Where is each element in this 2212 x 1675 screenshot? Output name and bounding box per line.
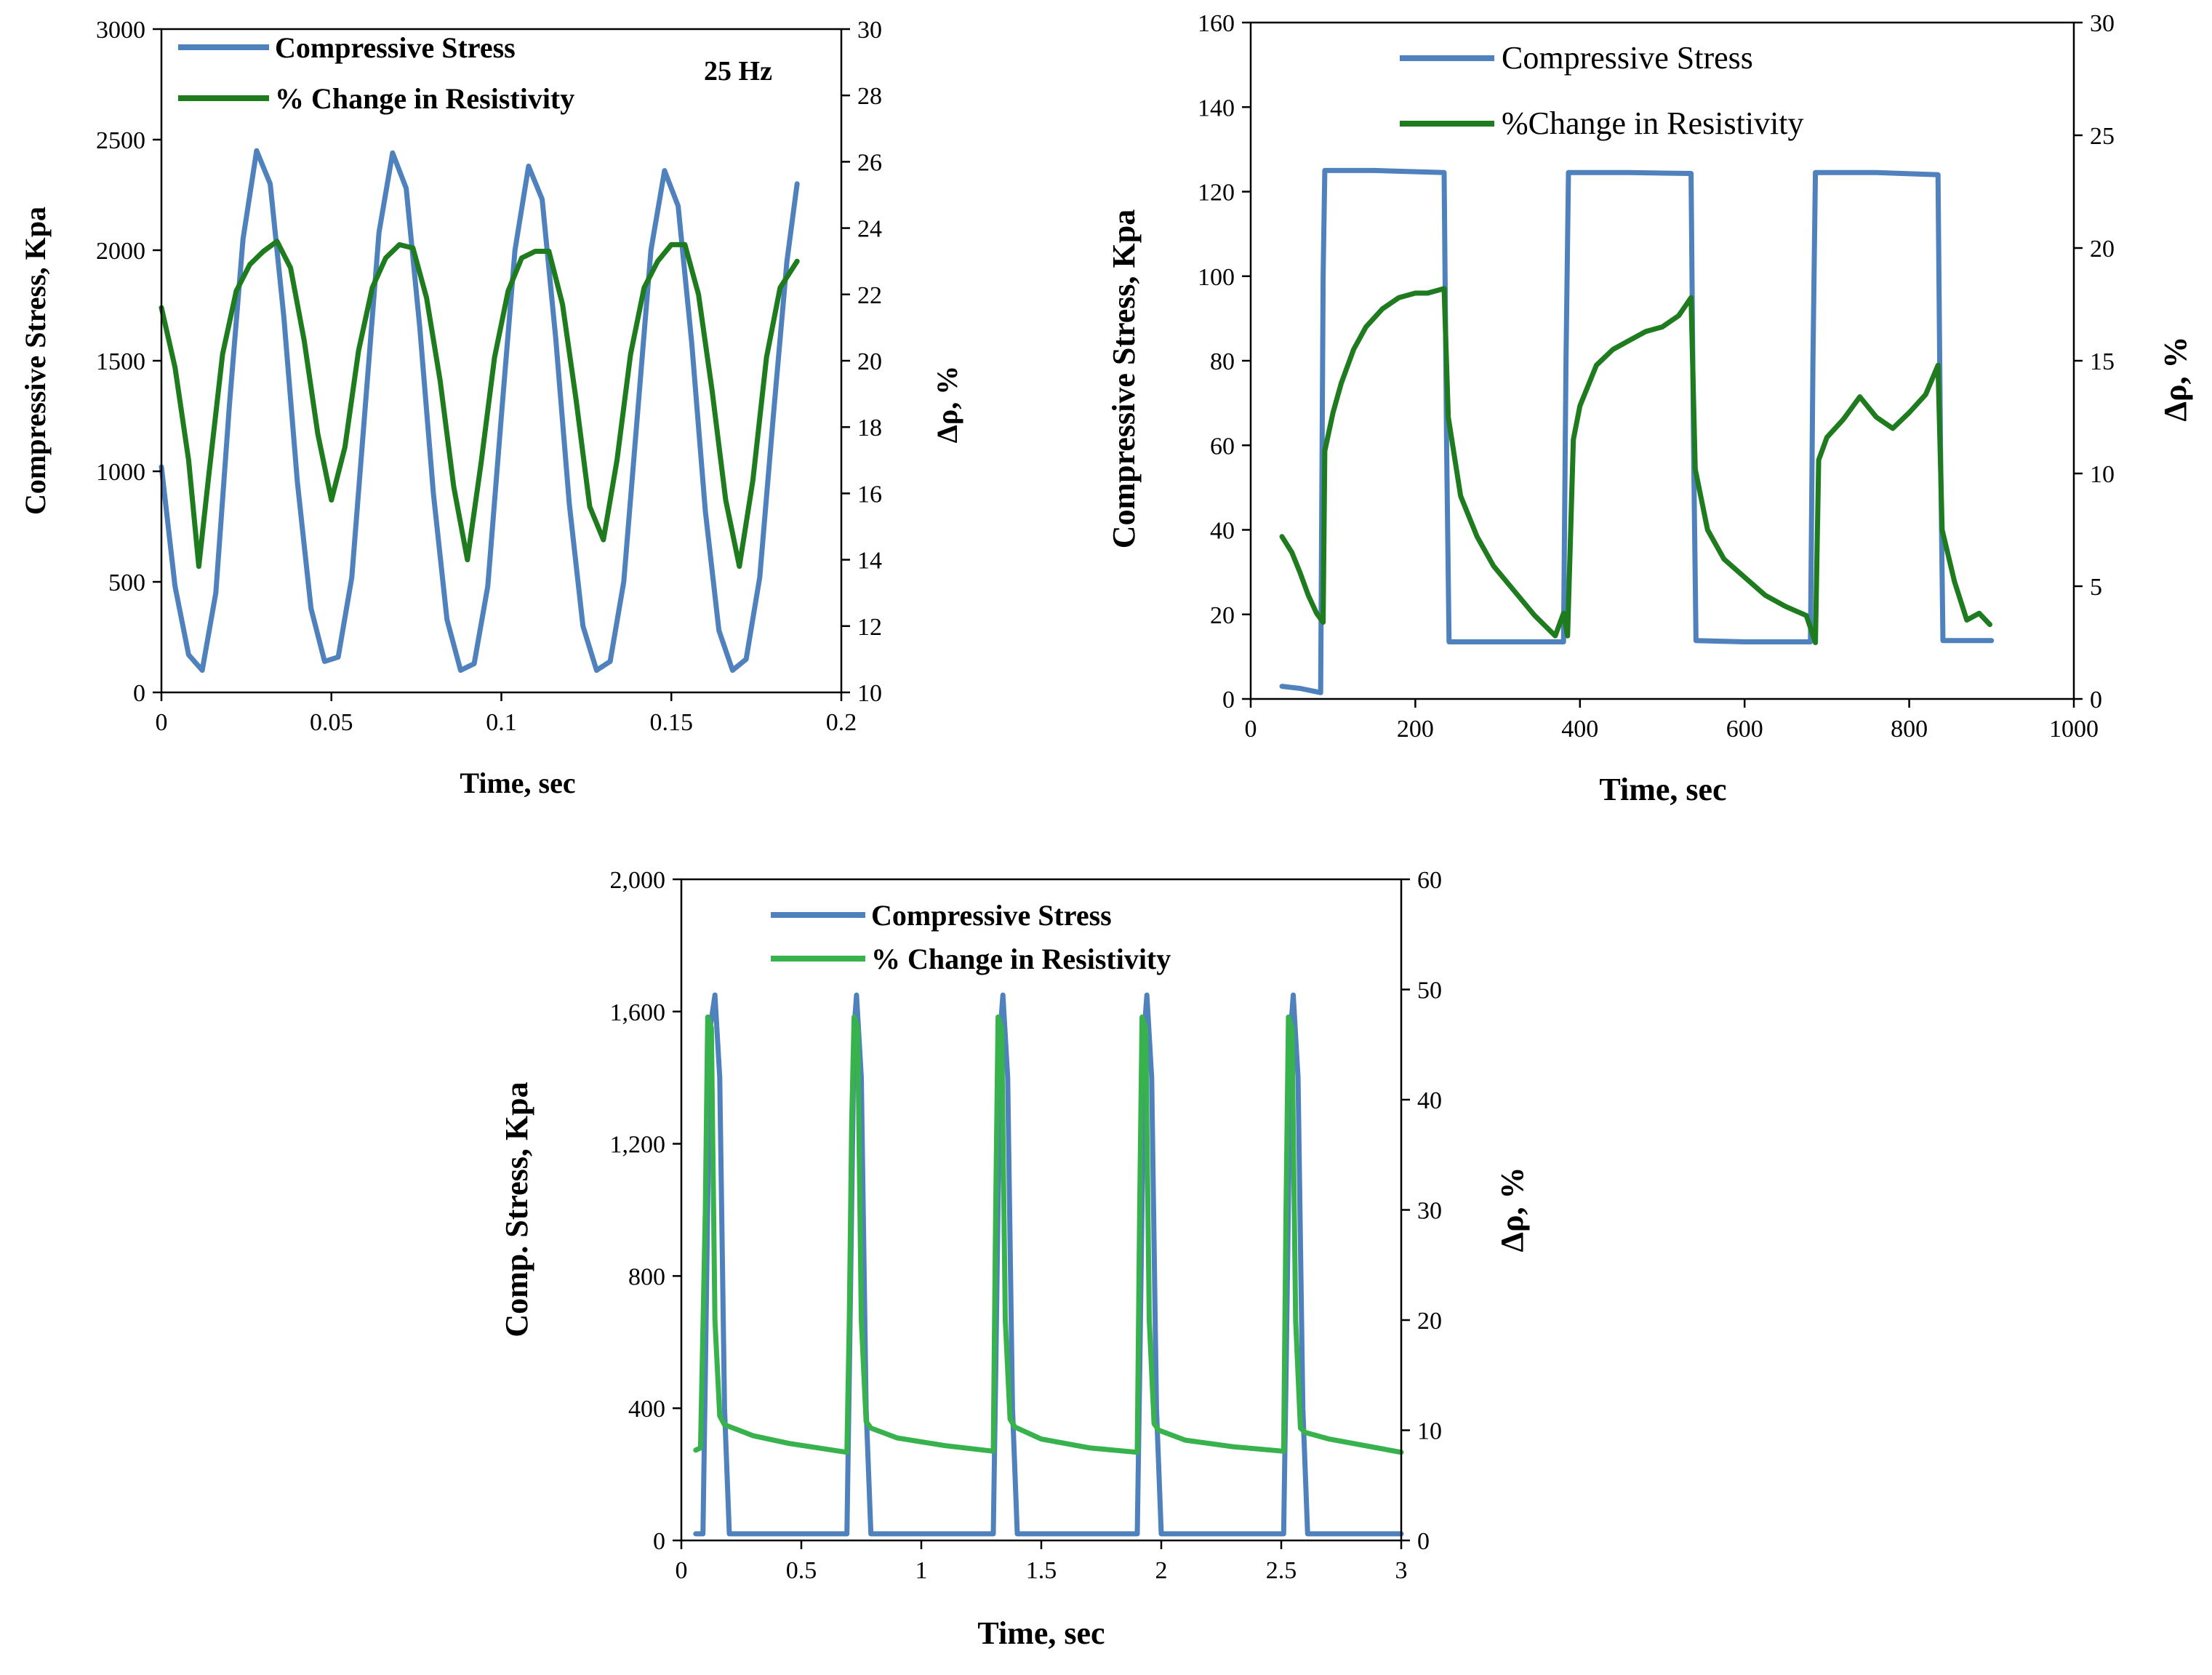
plot-frame [160, 28, 843, 694]
legend-label: Compressive Stress [1502, 40, 1753, 76]
chart-2: 0 200 400 600 800 1000 0 20 40 60 80 100 120 140 160 0 5… [1106, 10, 2193, 807]
x-tick-label: 200 [1397, 716, 1434, 743]
y2-tick-label: 25 [2090, 123, 2115, 150]
x-tick-label: 0.1 [486, 709, 517, 736]
y2-tick-label: 30 [2090, 10, 2115, 37]
x-tick-label: 0.05 [310, 709, 353, 736]
y2-tick-label: 30 [857, 17, 882, 44]
y2-tick-label: 60 [1417, 867, 1442, 894]
x-tick-label: 2.5 [1266, 1557, 1297, 1584]
legend: Compressive Stress %Change in Resistivity [1400, 40, 1804, 141]
x-axis-label: Time, sec [460, 767, 575, 799]
y-tick-label: 500 [108, 569, 145, 596]
y2-tick-label: 18 [857, 415, 882, 441]
x-tick-label: 0 [676, 1557, 688, 1584]
x-tick-label: 2 [1155, 1557, 1168, 1584]
y2-tick-label: 10 [1417, 1418, 1442, 1445]
legend-label: %Change in Resistivity [1502, 105, 1804, 141]
y-tick-label: 800 [628, 1263, 665, 1290]
y2-tick-label: 12 [857, 614, 882, 641]
x-tick-label: 1000 [2049, 716, 2099, 743]
x-axis-label: Time, sec [977, 1615, 1105, 1651]
y-tick-label: 3000 [96, 17, 145, 44]
y2-tick-label: 10 [857, 680, 882, 707]
x-tick-label: 400 [1561, 716, 1598, 743]
x-tick-label: 600 [1726, 716, 1763, 743]
y-tick-label: 400 [628, 1396, 665, 1423]
y2-tick-label: 28 [857, 83, 882, 110]
x-tick-label: 0 [1245, 716, 1257, 743]
x-tick-label: 1 [915, 1557, 928, 1584]
resistivity-series-line [1279, 286, 1992, 645]
y2-tick-label: 10 [2090, 461, 2115, 488]
y-tick-label: 0 [133, 680, 145, 707]
y2-axis-label: Δρ, % [931, 366, 963, 443]
y2-tick-label: 20 [2090, 236, 2115, 263]
y2-tick-label: 16 [857, 481, 882, 508]
y2-tick-label: 0 [1417, 1528, 1430, 1555]
frequency-annotation: 25 Hz [704, 56, 772, 87]
y2-tick-label: 20 [857, 348, 882, 375]
y-tick-label: 1,200 [610, 1132, 666, 1159]
legend: Compressive Stress % Change in Resistivit… [771, 899, 1171, 975]
chart-1: 0 0.05 0.1 0.15 0.2 0 500 1000 1500 2000 2500 3000 1… [19, 17, 963, 799]
y-tick-label: 20 [1210, 602, 1235, 629]
legend: Compressive Stress % Change in Resistivit… [178, 31, 574, 115]
y-tick-label: 160 [1198, 10, 1235, 37]
y-axis-label: Compressive Stress, Kpa [1106, 209, 1142, 549]
x-tick-label: 800 [1891, 716, 1928, 743]
y2-tick-label: 30 [1417, 1198, 1442, 1225]
y2-tick-label: 5 [2090, 574, 2102, 601]
y-tick-label: 2000 [96, 238, 145, 265]
y2-tick-label: 15 [2090, 348, 2115, 375]
y2-tick-label: 50 [1417, 978, 1442, 1004]
y-tick-label: 1500 [96, 348, 145, 375]
y2-tick-label: 22 [857, 282, 882, 309]
y-tick-label: 80 [1210, 348, 1235, 375]
y-tick-label: 100 [1198, 264, 1235, 291]
legend-label: % Change in Resistivity [275, 82, 574, 115]
y-tick-label: 2500 [96, 127, 145, 154]
x-tick-label: 0.5 [786, 1557, 817, 1584]
y-tick-label: 120 [1198, 180, 1235, 207]
x-tick-label: 0.15 [650, 709, 694, 736]
y-tick-label: 2,000 [610, 867, 666, 894]
legend-label: % Change in Resistivity [871, 943, 1171, 975]
y2-tick-label: 24 [857, 216, 882, 243]
legend-label: Compressive Stress [275, 31, 516, 64]
y-tick-label: 0 [1222, 687, 1235, 713]
y2-tick-label: 40 [1417, 1087, 1442, 1114]
chart-3: 0 0.5 1 1.5 2 2.5 304008001,2001,6002,00001020… [499, 867, 1530, 1651]
y-tick-label: 140 [1198, 95, 1235, 121]
y-tick-label: 0 [653, 1528, 665, 1555]
stress-series-line [159, 148, 800, 673]
stress-series-line [1279, 167, 1995, 695]
y2-tick-label: 20 [1417, 1308, 1442, 1335]
y-axis-label: Compressive Stress, Kpa [19, 207, 52, 515]
x-tick-label: 0 [156, 709, 168, 736]
y2-tick-label: 14 [857, 548, 882, 575]
y-axis-label: Comp. Stress, Kpa [499, 1082, 534, 1337]
series-group [693, 992, 1404, 1537]
y2-axis-label: Δρ, % [2157, 336, 2193, 421]
y-tick-label: 1000 [96, 459, 145, 486]
y-tick-label: 1,600 [610, 999, 666, 1026]
y2-tick-label: 26 [857, 149, 882, 176]
y-tick-label: 60 [1210, 433, 1235, 460]
legend-label: Compressive Stress [871, 899, 1112, 932]
x-tick-label: 3 [1395, 1557, 1408, 1584]
x-tick-label: 0.2 [826, 709, 857, 736]
x-tick-label: 1.5 [1026, 1557, 1057, 1584]
series-group [159, 148, 800, 673]
y2-tick-label: 0 [2090, 687, 2102, 713]
resistivity-series-line [693, 1014, 1404, 1455]
y2-axis-label: Δρ, % [1494, 1167, 1530, 1252]
resistivity-series-line [159, 239, 800, 569]
series-group [1279, 167, 1995, 695]
x-axis-label: Time, sec [1599, 772, 1726, 807]
y-tick-label: 40 [1210, 518, 1235, 545]
